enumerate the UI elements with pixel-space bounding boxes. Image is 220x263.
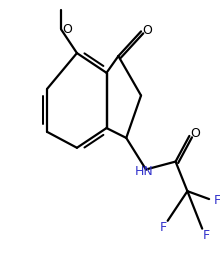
- Text: O: O: [62, 23, 72, 36]
- Text: F: F: [203, 229, 210, 242]
- Text: O: O: [190, 128, 200, 140]
- Text: F: F: [160, 221, 167, 234]
- Text: O: O: [142, 24, 152, 37]
- Text: F: F: [213, 194, 220, 206]
- Text: HN: HN: [135, 165, 153, 178]
